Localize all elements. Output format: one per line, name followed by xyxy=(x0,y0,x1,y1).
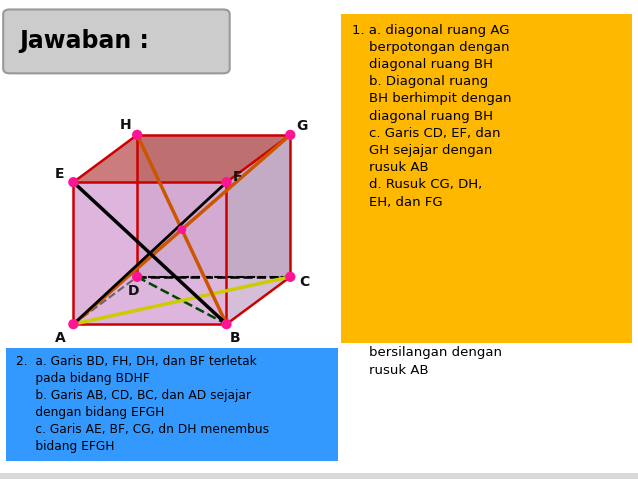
FancyBboxPatch shape xyxy=(3,10,230,73)
Point xyxy=(132,131,142,139)
Text: C: C xyxy=(299,274,309,288)
Text: 2.  a. Garis BD, FH, DH, dan BF terletak
     pada bidang BDHF
     b. Garis AB,: 2. a. Garis BD, FH, DH, dan BF terletak … xyxy=(16,355,269,453)
Polygon shape xyxy=(226,135,290,324)
Polygon shape xyxy=(137,135,290,277)
FancyBboxPatch shape xyxy=(6,348,338,461)
Point xyxy=(68,178,78,186)
Text: Jawaban :: Jawaban : xyxy=(19,29,149,53)
FancyBboxPatch shape xyxy=(341,14,632,343)
Text: bersilangan dengan
    rusuk AB: bersilangan dengan rusuk AB xyxy=(352,346,502,376)
Point xyxy=(285,131,295,139)
Point xyxy=(132,273,142,281)
Point xyxy=(221,178,232,186)
Point xyxy=(68,320,78,328)
Point xyxy=(285,273,295,281)
Text: B: B xyxy=(230,331,240,345)
Point xyxy=(221,320,232,328)
Text: A: A xyxy=(56,331,66,345)
Polygon shape xyxy=(73,135,290,182)
Text: G: G xyxy=(296,119,308,133)
Text: 1. a. diagonal ruang AG
    berpotongan dengan
    diagonal ruang BH
    b. Diag: 1. a. diagonal ruang AG berpotongan deng… xyxy=(352,23,512,209)
Text: E: E xyxy=(55,167,64,181)
Text: D: D xyxy=(128,284,140,298)
Text: H: H xyxy=(120,118,131,132)
Point xyxy=(177,226,187,233)
Text: F: F xyxy=(234,170,242,183)
Polygon shape xyxy=(73,182,226,324)
